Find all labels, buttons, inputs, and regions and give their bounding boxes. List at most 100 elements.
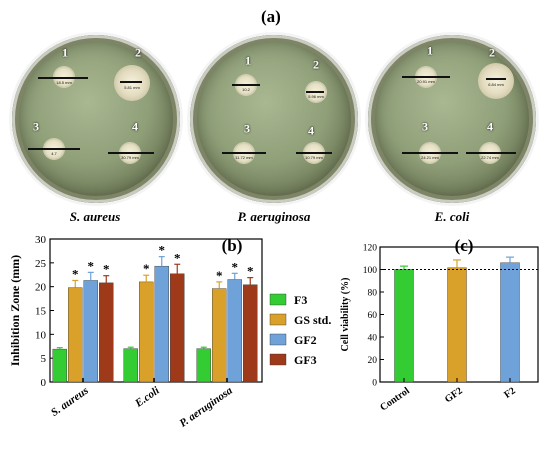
bar (139, 281, 154, 383)
significance-marker: * (72, 266, 79, 281)
y-tick-label: 0 (41, 377, 47, 389)
well-2 (114, 65, 150, 101)
x-tick-label: F2 (502, 385, 517, 400)
zone-label: 18.5 mm (56, 80, 72, 85)
bar (212, 288, 227, 383)
zone-ruler (120, 81, 142, 83)
bar (394, 269, 414, 383)
well-2 (478, 63, 514, 99)
legend-label: GF3 (294, 353, 317, 367)
significance-marker: * (247, 264, 254, 279)
y-axis-label: Cell viability (%) (340, 278, 351, 352)
significance-marker: * (174, 250, 181, 265)
well-number: 4 (132, 119, 138, 134)
well-number: 3 (33, 119, 39, 134)
legend-label: GS std. (294, 313, 331, 327)
x-tick-label: S. aureus (49, 385, 91, 419)
y-tick-label: 30 (35, 234, 47, 246)
y-tick-label: 0 (372, 379, 377, 389)
bar (68, 287, 83, 383)
bar (196, 348, 211, 383)
plate-s-aureus: 18.5 mm 1 5.81 mm 2 4.7 3 30.79 mm 4 (12, 35, 180, 203)
y-tick-label: 25 (35, 258, 47, 270)
panel-a-label: (a) (261, 7, 281, 26)
well-number: 1 (62, 45, 68, 60)
zone-label: 24.21 mm (421, 155, 439, 160)
zone-ruler (466, 152, 516, 154)
zone-ruler (402, 152, 458, 154)
bar (52, 348, 67, 383)
chart-b-inhibition-zone: (b) 0 5 10 15 20 25 30 Inhibition Zone (mm) S. au… (8, 234, 331, 430)
bar (227, 279, 242, 383)
zone-ruler (486, 78, 506, 80)
zone-label: 4.7 (51, 151, 57, 156)
zone-ruler (402, 76, 450, 78)
zone-ruler (306, 91, 324, 93)
y-tick-label: 20 (368, 356, 378, 366)
bar (170, 273, 185, 383)
well-number: 1 (245, 53, 251, 68)
legend-swatch (269, 313, 287, 326)
bar (243, 284, 258, 383)
y-tick-label: 60 (368, 311, 378, 321)
bar (447, 267, 467, 383)
y-axis-label: Inhibition Zone (mm) (8, 255, 22, 366)
zone-label: 11.72 mm (235, 155, 253, 160)
y-tick-label: 120 (363, 244, 378, 254)
x-tick-label: P. aeruginosa (177, 384, 235, 429)
zone-label: 6.84 mm (488, 82, 504, 87)
zone-ruler (222, 152, 266, 154)
zone-ruler (38, 77, 88, 79)
significance-marker: * (103, 262, 110, 277)
significance-marker: * (159, 243, 166, 258)
legend-swatch (269, 353, 287, 366)
well-number: 2 (313, 57, 319, 72)
well-number: 4 (487, 119, 493, 134)
bar (99, 282, 114, 383)
bar (83, 280, 98, 383)
bar (500, 262, 520, 383)
panel-label: (c) (455, 236, 474, 255)
plate-title-e-coli: E. coli (434, 209, 470, 224)
zone-ruler (232, 84, 260, 86)
zone-ruler (296, 152, 332, 154)
well-number: 2 (135, 45, 141, 60)
well-number: 4 (308, 123, 314, 138)
well-number: 1 (427, 43, 433, 58)
zone-ruler (28, 148, 80, 150)
x-tick-label: Control (378, 385, 412, 413)
legend-label: GF2 (294, 333, 317, 347)
plate-title-p-aeruginosa: P. aeruginosa (237, 209, 311, 224)
legend-swatch (269, 333, 287, 346)
x-tick-label: GF2 (443, 385, 465, 405)
significance-marker: * (88, 258, 95, 273)
well-number: 3 (244, 121, 250, 136)
significance-marker: * (216, 268, 223, 283)
zone-ruler (108, 152, 154, 154)
panel-label: (b) (222, 236, 243, 255)
well-number: 3 (422, 119, 428, 134)
zone-label: 5.81 mm (124, 85, 140, 90)
y-tick-label: 100 (363, 266, 378, 276)
plate-e-coli: 20.91 mm 1 6.84 mm 2 24.21 mm 3 22.74 mm… (368, 35, 536, 203)
legend-label: F3 (294, 293, 307, 307)
y-tick-label: 40 (368, 334, 378, 344)
plate-title-s-aureus: S. aureus (69, 209, 121, 224)
y-tick-label: 20 (35, 282, 47, 294)
chart-c-cell-viability: (c) 0 20 40 60 80 100 120 Cell viability (%) Cont… (340, 236, 539, 413)
y-tick-label: 10 (35, 329, 47, 341)
bar (123, 348, 138, 383)
legend-swatch (269, 293, 287, 306)
well-number: 2 (489, 45, 495, 60)
y-tick-label: 80 (368, 289, 378, 299)
y-tick-label: 5 (41, 353, 47, 365)
zone-label: 22.74 mm (481, 155, 499, 160)
zone-label: 30.79 mm (121, 155, 139, 160)
bar (154, 265, 169, 383)
y-tick-label: 15 (35, 306, 47, 318)
significance-marker: * (232, 259, 239, 274)
plate-p-aeruginosa: 10.2 1 5.96 mm 2 11.72 mm 3 10.79 mm 4 (190, 35, 358, 203)
zone-label: 5.96 mm (308, 94, 324, 99)
zone-label: 10.79 mm (305, 155, 323, 160)
zone-label: 10.2 (242, 87, 250, 92)
